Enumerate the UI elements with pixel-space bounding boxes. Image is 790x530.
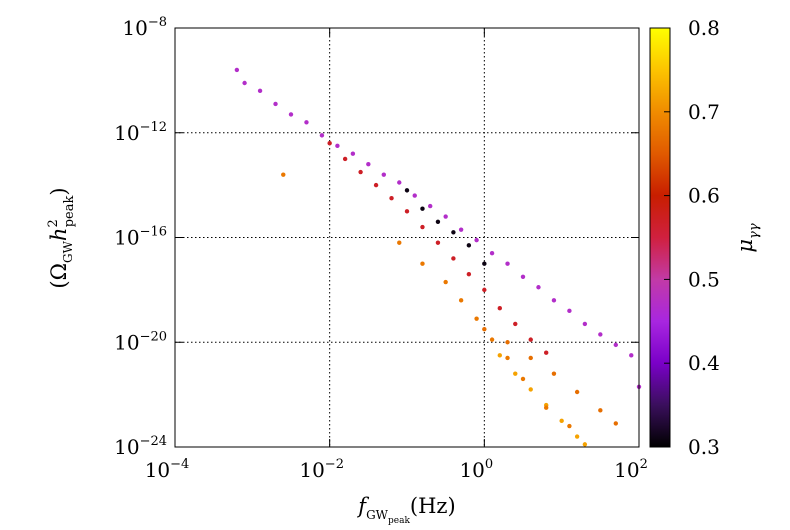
y-tick-label: 10−8: [122, 15, 167, 40]
data-point: [505, 340, 510, 345]
data-point: [327, 141, 332, 146]
data-point: [397, 180, 402, 185]
colorbar-tick-label: 0.6: [688, 184, 720, 208]
data-point: [520, 274, 526, 279]
data-point: [574, 434, 580, 439]
data-point: [567, 308, 572, 314]
data-point: [458, 227, 464, 232]
data-point: [482, 287, 487, 293]
colorbar-tick-label: 0.3: [688, 435, 720, 459]
y-tick-labels: 10−24 10−20 10−16 10−12 10−8: [114, 15, 167, 459]
data-point: [389, 196, 394, 201]
data-point: [428, 203, 433, 209]
data-point: [536, 285, 541, 290]
data-points: [234, 67, 642, 447]
data-point: [404, 188, 410, 193]
data-point: [420, 261, 425, 266]
data-point: [544, 350, 549, 355]
data-point: [234, 67, 240, 73]
data-point: [629, 353, 634, 358]
data-point: [613, 421, 618, 426]
data-point: [435, 219, 441, 224]
grid-lines: [175, 28, 639, 447]
data-point: [288, 112, 294, 117]
data-point: [335, 143, 340, 149]
data-point: [466, 243, 472, 248]
data-point: [373, 182, 379, 188]
data-point: [513, 321, 518, 327]
data-point: [505, 261, 510, 266]
data-point: [474, 237, 479, 243]
x-axis-title: fGWpeak(Hz): [356, 494, 455, 526]
data-point: [567, 423, 572, 429]
data-point: [412, 193, 417, 198]
axis-ticks: [174, 27, 640, 448]
data-point: [520, 376, 526, 382]
y-tick-label: 10−20: [114, 329, 167, 354]
colorbar-tick-label: 0.4: [688, 351, 720, 375]
data-point: [458, 298, 464, 303]
data-point: [474, 316, 479, 321]
data-point: [466, 271, 472, 277]
data-point: [257, 88, 263, 94]
data-point: [559, 418, 564, 424]
data-point: [342, 156, 348, 162]
data-point: [489, 337, 495, 342]
colorbar-tick-label: 0.8: [688, 16, 720, 40]
data-point: [582, 321, 588, 327]
data-point: [281, 172, 286, 177]
data-point: [435, 240, 441, 245]
colorbar-tick-label: 0.7: [688, 100, 720, 124]
data-point: [528, 355, 533, 361]
data-point: [513, 371, 518, 376]
x-tick-label: 100: [459, 457, 493, 482]
y-tick-label: 10−12: [114, 120, 167, 145]
data-point: [505, 355, 510, 361]
data-point: [598, 408, 603, 413]
data-point: [350, 151, 356, 156]
data-point: [489, 251, 495, 256]
data-point: [551, 298, 557, 303]
y-tick-label: 10−24: [114, 434, 167, 459]
data-point: [381, 172, 386, 177]
x-tick-label: 10−2: [299, 457, 344, 482]
data-point: [451, 256, 456, 261]
data-point: [598, 332, 603, 337]
data-point: [451, 230, 456, 235]
data-point: [544, 405, 549, 410]
colorbar-ticks: 0.3 0.4 0.5 0.6 0.7 0.8: [664, 16, 720, 459]
data-point: [273, 101, 278, 107]
data-point: [551, 371, 557, 376]
x-tick-label: 10−4: [145, 457, 190, 482]
y-tick-label: 10−16: [114, 225, 167, 250]
data-point: [366, 161, 371, 167]
data-point: [497, 353, 502, 358]
colorbar-label: μγγ: [733, 223, 762, 252]
data-point: [582, 442, 588, 447]
colorbar-tick-label: 0.5: [688, 267, 720, 291]
data-point: [358, 169, 363, 175]
data-point: [528, 337, 533, 342]
data-point: [420, 206, 425, 211]
data-point: [397, 240, 402, 245]
data-point: [443, 214, 448, 219]
data-point: [528, 387, 533, 392]
data-point: [443, 279, 448, 285]
data-point: [404, 209, 410, 214]
data-point: [242, 80, 247, 86]
data-point: [613, 342, 618, 348]
data-point: [482, 261, 487, 266]
y-axis-title: (ΩGWh2peak): [46, 187, 77, 288]
data-point: [497, 306, 502, 311]
data-point: [319, 133, 325, 138]
data-point: [482, 326, 487, 332]
x-tick-label: 102: [614, 457, 648, 482]
x-tick-labels: 10−4 10−2 100 102: [145, 457, 648, 482]
data-point: [574, 389, 580, 395]
data-point: [304, 120, 309, 125]
colorbar: [649, 27, 671, 448]
data-point: [420, 224, 425, 230]
